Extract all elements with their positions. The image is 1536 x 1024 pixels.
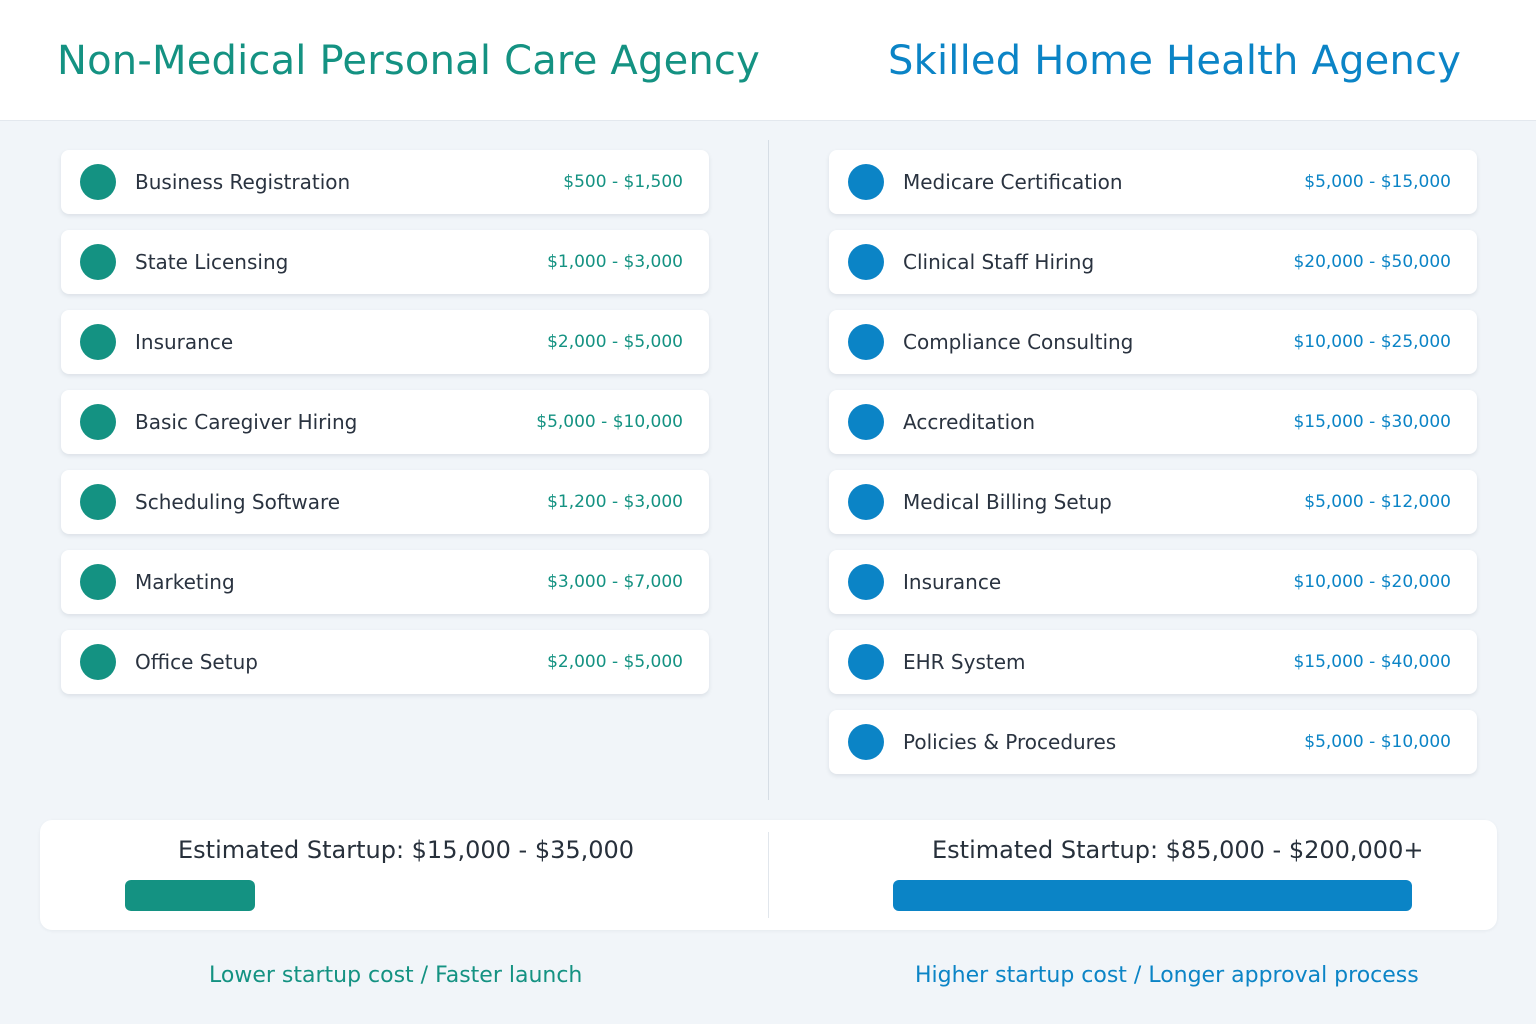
cost-item-label: Office Setup <box>135 650 258 674</box>
summary-divider <box>768 832 769 918</box>
cost-item-range: $1,000 - $3,000 <box>547 252 683 272</box>
cost-item: Medicare Certification $5,000 - $15,000 <box>829 150 1477 214</box>
column-divider <box>768 140 769 800</box>
bullet-dot-icon <box>80 564 116 600</box>
cost-item-range: $2,000 - $5,000 <box>547 332 683 352</box>
cost-item-label: Marketing <box>135 570 235 594</box>
bullet-dot-icon <box>80 324 116 360</box>
cost-item-range: $5,000 - $10,000 <box>1304 732 1451 752</box>
cost-item: Accreditation $15,000 - $30,000 <box>829 390 1477 454</box>
cost-item: State Licensing $1,000 - $3,000 <box>61 230 709 294</box>
cost-item-range: $3,000 - $7,000 <box>547 572 683 592</box>
bullet-dot-icon <box>80 164 116 200</box>
non-medical-tagline: Lower startup cost / Faster launch <box>209 963 583 988</box>
cost-item-label: Clinical Staff Hiring <box>903 250 1095 274</box>
bullet-dot-icon <box>80 404 116 440</box>
cost-item: Business Registration $500 - $1,500 <box>61 150 709 214</box>
cost-item-range: $1,200 - $3,000 <box>547 492 683 512</box>
non-medical-estimate: Estimated Startup: $15,000 - $35,000 <box>178 836 635 864</box>
bullet-dot-icon <box>848 244 884 280</box>
cost-item-range: $20,000 - $50,000 <box>1293 252 1451 272</box>
non-medical-agency-title: Non-Medical Personal Care Agency <box>57 38 761 84</box>
home-health-cost-list: Medicare Certification $5,000 - $15,000 Cl… <box>829 150 1477 790</box>
cost-item-range: $5,000 - $15,000 <box>1304 172 1451 192</box>
cost-item-label: State Licensing <box>135 250 289 274</box>
bullet-dot-icon <box>848 324 884 360</box>
cost-item: Marketing $3,000 - $7,000 <box>61 550 709 614</box>
home-health-estimate: Estimated Startup: $85,000 - $200,000+ <box>932 836 1424 864</box>
cost-item: Insurance $2,000 - $5,000 <box>61 310 709 374</box>
cost-item-range: $15,000 - $40,000 <box>1293 652 1451 672</box>
bullet-dot-icon <box>80 484 116 520</box>
cost-item: Office Setup $2,000 - $5,000 <box>61 630 709 694</box>
cost-item-range: $5,000 - $12,000 <box>1304 492 1451 512</box>
cost-item-range: $5,000 - $10,000 <box>536 412 683 432</box>
bullet-dot-icon <box>848 724 884 760</box>
header: Non-Medical Personal Care Agency Skilled… <box>0 0 1536 121</box>
cost-item: Compliance Consulting $10,000 - $25,000 <box>829 310 1477 374</box>
cost-item: Scheduling Software $1,200 - $3,000 <box>61 470 709 534</box>
cost-item-label: Policies & Procedures <box>903 730 1117 754</box>
bullet-dot-icon <box>848 484 884 520</box>
cost-item-range: $2,000 - $5,000 <box>547 652 683 672</box>
cost-item-range: $10,000 - $25,000 <box>1293 332 1451 352</box>
bullet-dot-icon <box>848 644 884 680</box>
cost-item: Policies & Procedures $5,000 - $10,000 <box>829 710 1477 774</box>
home-health-agency-title: Skilled Home Health Agency <box>888 38 1462 84</box>
cost-item-label: Compliance Consulting <box>903 330 1134 354</box>
cost-item-range: $10,000 - $20,000 <box>1293 572 1451 592</box>
bullet-dot-icon <box>80 644 116 680</box>
cost-item: Insurance $10,000 - $20,000 <box>829 550 1477 614</box>
cost-item: Clinical Staff Hiring $20,000 - $50,000 <box>829 230 1477 294</box>
non-medical-cost-list: Business Registration $500 - $1,500 State … <box>61 150 709 710</box>
cost-item-label: Business Registration <box>135 170 351 194</box>
cost-item-label: Medical Billing Setup <box>903 490 1112 514</box>
home-health-tagline: Higher startup cost / Longer approval pr… <box>915 963 1419 988</box>
non-medical-cost-bar <box>125 880 255 911</box>
cost-item: Medical Billing Setup $5,000 - $12,000 <box>829 470 1477 534</box>
bullet-dot-icon <box>848 564 884 600</box>
cost-item-range: $15,000 - $30,000 <box>1293 412 1451 432</box>
cost-item: Basic Caregiver Hiring $5,000 - $10,000 <box>61 390 709 454</box>
cost-item-label: Insurance <box>135 330 234 354</box>
cost-item-label: EHR System <box>903 650 1026 674</box>
cost-item-range: $500 - $1,500 <box>563 172 683 192</box>
home-health-cost-bar <box>893 880 1412 911</box>
startup-summary-panel: Estimated Startup: $15,000 - $35,000 Est… <box>40 820 1497 930</box>
cost-item-label: Medicare Certification <box>903 170 1123 194</box>
bullet-dot-icon <box>848 164 884 200</box>
cost-item-label: Insurance <box>903 570 1002 594</box>
cost-item-label: Basic Caregiver Hiring <box>135 410 358 434</box>
bullet-dot-icon <box>848 404 884 440</box>
cost-item-label: Accreditation <box>903 410 1036 434</box>
cost-item-label: Scheduling Software <box>135 490 341 514</box>
bullet-dot-icon <box>80 244 116 280</box>
cost-item: EHR System $15,000 - $40,000 <box>829 630 1477 694</box>
